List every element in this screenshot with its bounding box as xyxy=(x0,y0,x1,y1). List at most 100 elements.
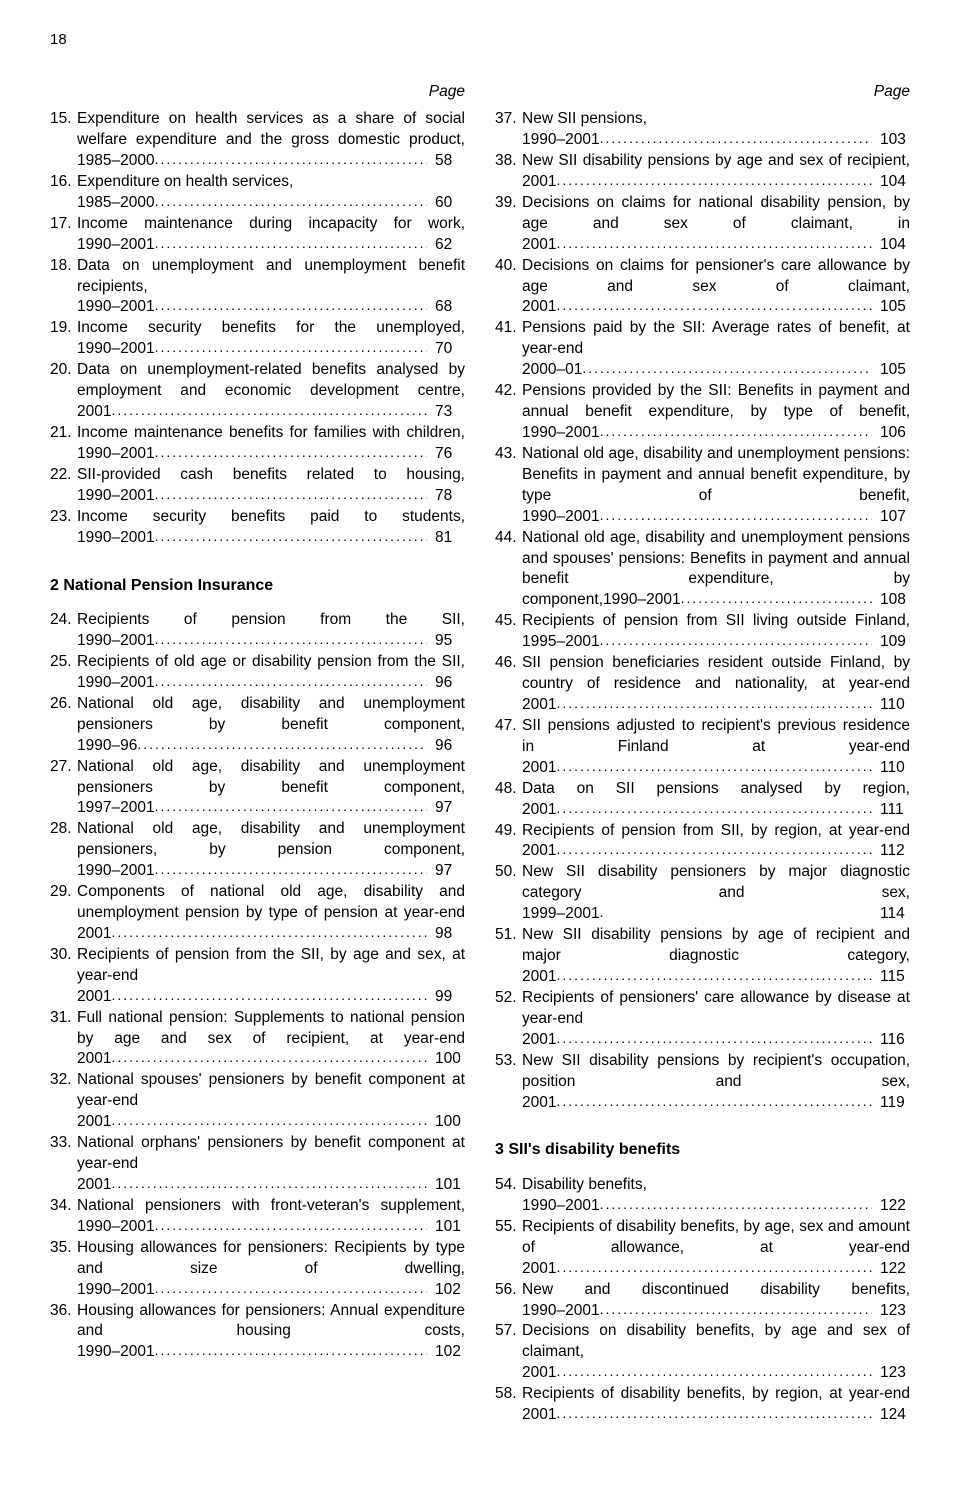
toc-entry: 52.Recipients of pensioners' care allowa… xyxy=(495,988,910,1051)
toc-entry-tail: 1995–2001 xyxy=(522,632,600,653)
toc-entry-text: Housing allowances for pensioners: Annua… xyxy=(77,1301,465,1343)
dot-leader: ........................................… xyxy=(556,966,872,985)
page-number: 18 xyxy=(50,30,910,50)
toc-entry-tail: 1990–2001 xyxy=(77,339,155,360)
toc-entry-number: 53. xyxy=(495,1051,517,1072)
toc-entry-number: 29. xyxy=(50,882,72,903)
toc-entry-number: 40. xyxy=(495,256,517,277)
toc-entry-page: 106 xyxy=(872,423,910,444)
toc-entry-page: 102 xyxy=(427,1280,465,1301)
toc-entry: 28.National old age, disability and unem… xyxy=(50,819,465,882)
toc-entry-tail: 1990–2001 xyxy=(77,528,155,549)
dot-leader: . xyxy=(600,903,872,922)
dot-leader: ........................................… xyxy=(155,192,427,211)
toc-entry: 50.New SII disability pensioners by majo… xyxy=(495,862,910,925)
toc-entry-tail: 2001 xyxy=(77,1049,111,1070)
section-3-heading: 3 SII's disability benefits xyxy=(495,1139,910,1161)
toc-entry-tail: 2001 xyxy=(522,172,556,193)
toc-entry: 30.Recipients of pension from the SII, b… xyxy=(50,945,465,1008)
toc-entry-text: New SII disability pensioners by major d… xyxy=(522,862,910,904)
toc-entry-page: 58 xyxy=(427,151,465,172)
dot-leader: ........................................… xyxy=(600,506,872,525)
toc-entry-tail: 1990–2001 xyxy=(77,486,155,507)
dot-leader: ........................................… xyxy=(111,1048,427,1067)
toc-entry-page: 114 xyxy=(872,904,910,925)
toc-entry-number: 26. xyxy=(50,694,72,715)
dot-leader: ........................................… xyxy=(681,589,872,608)
toc-entry-tail: 1990–2001 xyxy=(77,444,155,465)
left-list-2: 24.Recipients of pension from the SII,19… xyxy=(50,610,465,1363)
toc-entry-page: 110 xyxy=(872,695,910,716)
toc-entry-text: New SII pensions, xyxy=(522,109,910,130)
toc-entry-page: 102 xyxy=(427,1342,465,1363)
toc-entry-tail: 2001 xyxy=(522,1030,556,1051)
dot-leader: ........................................… xyxy=(600,422,872,441)
toc-entry-text: Income security benefits paid to student… xyxy=(77,507,465,528)
toc-entry-tail: 1999–2001 xyxy=(522,904,600,925)
toc-entry-number: 25. xyxy=(50,652,72,673)
dot-leader: ........................................… xyxy=(111,1174,427,1193)
toc-entry: 27.National old age, disability and unem… xyxy=(50,757,465,820)
toc-entry-page: 123 xyxy=(872,1301,910,1322)
toc-entry-number: 28. xyxy=(50,819,72,840)
toc-entry-text: Full national pension: Supplements to na… xyxy=(77,1008,465,1050)
toc-entry: 49.Recipients of pension from SII, by re… xyxy=(495,821,910,863)
toc-entry-text: Income maintenance during incapacity for… xyxy=(77,214,465,235)
toc-entry-number: 42. xyxy=(495,381,517,402)
toc-entry: 56.New and discontinued disability benef… xyxy=(495,1280,910,1322)
dot-leader: ........................................… xyxy=(556,694,872,713)
toc-entry-page: 76 xyxy=(427,444,465,465)
toc-entry-page: 73 xyxy=(427,402,465,423)
toc-entry-text: National old age, disability and unemplo… xyxy=(522,444,910,507)
toc-entry-text: New and discontinued disability benefits… xyxy=(522,1280,910,1301)
toc-entry: 40.Decisions on claims for pensioner's c… xyxy=(495,256,910,319)
toc-entry-text: Data on unemployment-related benefits an… xyxy=(77,360,465,402)
toc-entry: 38.New SII disability pensions by age an… xyxy=(495,151,910,193)
toc-entry: 37.New SII pensions,1990–2001...........… xyxy=(495,109,910,151)
toc-entry: 36.Housing allowances for pensioners: An… xyxy=(50,1301,465,1364)
toc-entry-text: Components of national old age, disabili… xyxy=(77,882,465,924)
toc-entry-text: Decisions on claims for national disabil… xyxy=(522,193,910,235)
toc-entry: 39.Decisions on claims for national disa… xyxy=(495,193,910,256)
toc-entry-number: 18. xyxy=(50,256,72,277)
toc-entry: 44.National old age, disability and unem… xyxy=(495,528,910,612)
toc-entry-page: 62 xyxy=(427,235,465,256)
toc-entry-tail: 2001 xyxy=(522,841,556,862)
toc-entry-page: 100 xyxy=(427,1112,465,1133)
dot-leader: ........................................… xyxy=(155,485,427,504)
toc-entry-page: 111 xyxy=(872,800,910,821)
toc-entry-text: Recipients of pensioners' care allowance… xyxy=(522,988,910,1030)
toc-entry-tail: 1990–2001 xyxy=(522,1301,600,1322)
toc-entry-text: Pensions provided by the SII: Benefits i… xyxy=(522,381,910,423)
toc-entry-page: 104 xyxy=(872,172,910,193)
toc-entry-text: SII pensions adjusted to recipient's pre… xyxy=(522,716,910,758)
toc-entry-tail: 2001 xyxy=(522,235,556,256)
toc-entry-text: Income security benefits for the unemplo… xyxy=(77,318,465,339)
toc-entry-number: 36. xyxy=(50,1301,72,1322)
toc-entry-tail: 1985–2000 xyxy=(77,193,155,214)
toc-entry-number: 49. xyxy=(495,821,517,842)
toc-entry-number: 22. xyxy=(50,465,72,486)
toc-entry-page: 107 xyxy=(872,507,910,528)
toc-entry-tail: 1985–2000 xyxy=(77,151,155,172)
toc-entry-number: 50. xyxy=(495,862,517,883)
toc-entry-page: 78 xyxy=(427,486,465,507)
right-list-3: 54.Disability benefits,1990–2001........… xyxy=(495,1175,910,1426)
dot-leader: ........................................… xyxy=(582,359,872,378)
dot-leader: ........................................… xyxy=(556,799,872,818)
toc-entry: 42.Pensions provided by the SII: Benefit… xyxy=(495,381,910,444)
dot-leader: ........................................… xyxy=(155,630,427,649)
toc-entry-number: 20. xyxy=(50,360,72,381)
dot-leader: ........................................… xyxy=(556,1258,872,1277)
dot-leader: ........................................… xyxy=(155,338,427,357)
dot-leader: ........................................… xyxy=(155,1216,427,1235)
toc-entry-tail: 2001 xyxy=(522,800,556,821)
right-column: Page 37.New SII pensions,1990–2001......… xyxy=(495,82,910,1426)
dot-leader: ........................................… xyxy=(556,840,872,859)
toc-entry: 26.National old age, disability and unem… xyxy=(50,694,465,757)
toc-entry-tail: 2001 xyxy=(522,758,556,779)
toc-entry-tail: 1990–2001 xyxy=(77,673,155,694)
toc-entry-page: 97 xyxy=(427,861,465,882)
dot-leader: ........................................… xyxy=(556,757,872,776)
toc-entry-page: 81 xyxy=(427,528,465,549)
